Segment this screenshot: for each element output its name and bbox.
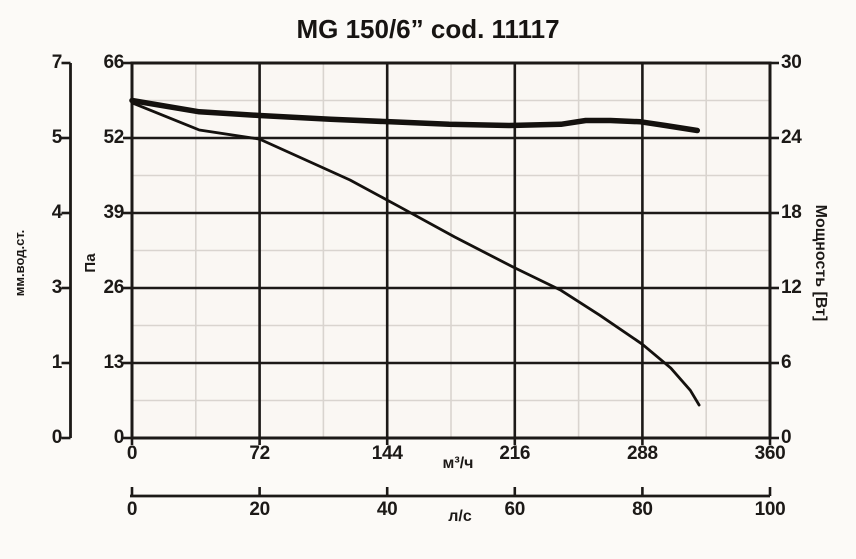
m3h-axis-tick-label-4: 288 <box>626 443 658 464</box>
pa-axis-unit-label: Па <box>82 253 99 273</box>
m3h-axis-tick-label-2: 144 <box>371 443 403 464</box>
watt-axis-tick-label-4: 6 <box>781 352 792 373</box>
m3h-axis-tick-label-3: 216 <box>499 443 531 464</box>
ls-axis-tick-label-2: 40 <box>376 499 398 520</box>
pa-axis-tick-label-1: 52 <box>103 127 124 148</box>
ls-axis-tick-label-5: 100 <box>754 499 786 520</box>
watt-axis-tick-label-3: 12 <box>781 277 802 298</box>
watt-axis-unit-label: Мощность [Вт] <box>812 204 829 322</box>
mm-axis-tick-label-2: 4 <box>51 202 63 223</box>
ls-axis-tick-label-0: 0 <box>126 499 138 520</box>
m3h-axis-unit-label: м³/ч <box>442 455 474 472</box>
chart-title: MG 150/6” cod. 11117 <box>296 14 560 44</box>
pa-axis-tick-label-2: 39 <box>103 202 124 223</box>
m3h-axis-tick-label-0: 0 <box>126 443 138 464</box>
mm-axis-tick-label-0: 7 <box>51 52 63 73</box>
pa-axis-tick-label-3: 26 <box>103 277 124 298</box>
mm-axis-tick-label-1: 5 <box>51 127 63 148</box>
m3h-axis-tick-label-5: 360 <box>754 443 786 464</box>
mm-axis-unit-label: мм.вод.ст. <box>12 229 27 297</box>
pa-axis-tick-label-4: 13 <box>103 352 124 373</box>
mm-axis-tick-label-5: 0 <box>51 427 63 448</box>
watt-axis-tick-label-2: 18 <box>781 202 802 223</box>
ls-axis-tick-label-3: 60 <box>504 499 526 520</box>
mm-axis-tick-label-4: 1 <box>51 352 63 373</box>
watt-axis-tick-label-5: 0 <box>781 427 792 448</box>
m3h-axis-tick-label-1: 72 <box>249 443 270 464</box>
watt-axis-tick-label-1: 24 <box>781 127 802 148</box>
mm-axis-tick-label-3: 3 <box>51 277 63 298</box>
ls-axis-tick-label-4: 80 <box>632 499 653 520</box>
ls-axis-tick-label-1: 20 <box>249 499 270 520</box>
ls-axis-unit-label: л/с <box>448 508 472 525</box>
pa-axis-tick-label-0: 66 <box>103 52 124 73</box>
pa-axis-tick-label-5: 0 <box>113 427 125 448</box>
watt-axis-tick-label-0: 30 <box>781 52 802 73</box>
